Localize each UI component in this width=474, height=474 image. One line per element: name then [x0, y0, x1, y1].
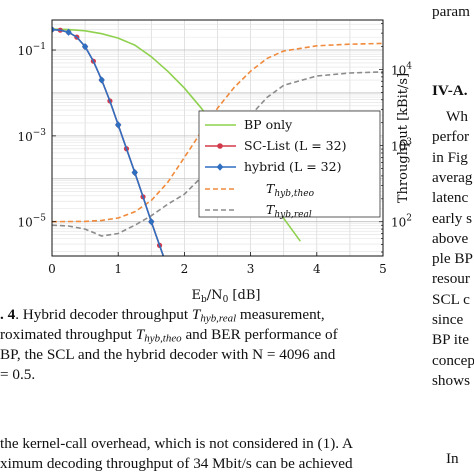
right-column-line: shows: [432, 371, 470, 389]
hybrid-marker: [98, 76, 105, 84]
legend-box: [198, 110, 381, 218]
left-y-tick-label: 10−3: [17, 128, 46, 144]
caption-line1-subscript: hyb,real: [200, 312, 237, 325]
right-column-line: SCL c: [432, 290, 470, 308]
x-ticks: 0 1 2 3 4 5: [48, 252, 387, 276]
figure-caption-line-4: = 0.5.: [0, 366, 36, 383]
left-y-tick-label: 10−5: [17, 214, 46, 230]
x-tick-label: 3: [247, 262, 255, 276]
x-axis-label: Eb/N0 [dB]: [192, 288, 261, 305]
right-y-tick-label: 102: [391, 214, 412, 230]
right-column-line: BP ite: [432, 331, 469, 349]
right-column-line: resour: [432, 270, 470, 288]
right-column-line: perfor: [432, 128, 470, 146]
legend-marker-diamond: [216, 163, 224, 171]
hybrid-marker: [81, 43, 89, 51]
figure-caption-line-1: . 4. Hybrid decoder throughput Thyb,real…: [0, 305, 325, 329]
right-column-line: in Fig: [432, 148, 468, 166]
legend: BP only SC-List (L = 32) hybrid (L = 32) Th…: [198, 110, 381, 220]
x-tick-label: 0: [48, 262, 56, 276]
caption-fig-number: . 4: [0, 306, 16, 323]
left-y-tick-label: 10−1: [17, 42, 46, 58]
right-column-line: concep: [432, 351, 474, 369]
plot-frame: [51, 19, 384, 257]
right-column-bottom-text: In: [446, 450, 459, 467]
legend-marker-circle: [217, 143, 223, 149]
body-text-line-1: the kernel-call overhead, which is not c…: [0, 435, 353, 452]
hybrid-marker: [65, 28, 72, 36]
body-text-line-2: ximum decoding throughput of 34 Mbit/s c…: [0, 455, 353, 472]
sc-list-marker: [165, 266, 170, 271]
right-column-line: above: [432, 229, 469, 247]
right-y-axis-label: Throughput [kBit/s]: [396, 73, 411, 203]
section-heading: IV-A.: [432, 82, 468, 99]
top-right-text: param: [432, 3, 470, 20]
right-column-line: averag: [432, 168, 473, 186]
x-tick-label: 5: [379, 262, 387, 276]
hybrid-marker: [115, 121, 122, 129]
figure-caption-line-3: BP, the SCL and the hybrid decoder with …: [0, 346, 336, 363]
right-column-line: Wh: [446, 108, 468, 125]
x-tick-label: 1: [114, 262, 122, 276]
right-column-line: since: [432, 311, 464, 328]
right-column-line: latenc: [432, 189, 469, 207]
legend-label-0: BP only: [244, 117, 293, 132]
caption-line1-end: measurement,: [236, 306, 325, 323]
legend-label-3: Thyb,theo: [266, 181, 315, 199]
hybrid-marker: [165, 265, 171, 272]
sc-list-marker: [174, 292, 179, 297]
right-column-line: early s: [432, 209, 473, 227]
right-column-line: ple BP: [432, 250, 473, 268]
caption-line1-symbol: T: [191, 306, 201, 323]
caption-line2-end: and BER performance of: [181, 326, 338, 343]
caption-line1-text: . Hybrid decoder throughput: [15, 306, 192, 323]
x-tick-label: 2: [181, 262, 189, 276]
series-line-4: [52, 71, 383, 237]
caption-line2-symbol: T: [135, 326, 145, 343]
legend-label-2: hybrid (L = 32): [244, 159, 341, 174]
caption-line2-prefix: roximated throughput: [0, 326, 136, 343]
caption-line2-subscript: hyb,theo: [144, 332, 182, 345]
figure-caption-line-2: roximated throughput Thyb,theo and BER p…: [0, 325, 338, 349]
series-line-2: [52, 28, 165, 256]
hybrid-marker: [148, 218, 155, 226]
x-tick-label: 4: [313, 262, 321, 276]
hybrid-marker: [52, 25, 56, 34]
hybrid-marker: [131, 168, 138, 177]
legend-label-1: SC-List (L = 32): [244, 138, 346, 153]
legend-label-4: Thyb,real: [266, 202, 312, 220]
left-y-ticks: 10−1 10−3 10−5: [17, 42, 56, 230]
